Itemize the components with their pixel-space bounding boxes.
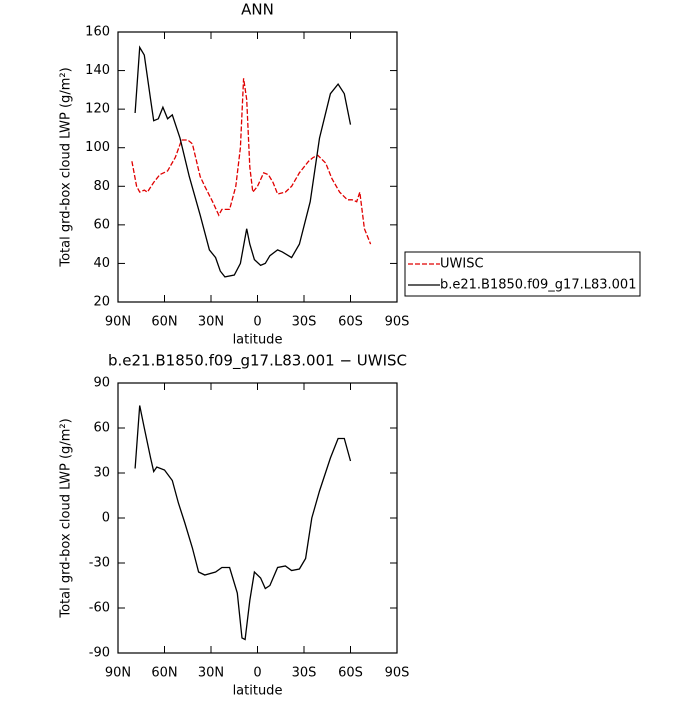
- y-tick-label: 100: [85, 140, 110, 155]
- x-tick-label: 60N: [151, 315, 177, 330]
- y-tick-label: 80: [93, 179, 110, 194]
- x-tick-label: 60N: [151, 666, 177, 681]
- data-line: [131, 78, 372, 245]
- legend-label: b.e21.B1850.f09_g17.L83.001: [440, 278, 636, 293]
- x-tick-label: 0: [253, 666, 261, 681]
- x-tick-label: 30N: [198, 315, 224, 330]
- x-tick-label: 60S: [338, 666, 363, 681]
- chart-title: b.e21.B1850.f09_g17.L83.001 − UWISC: [108, 352, 407, 371]
- x-tick-label: 30N: [198, 666, 224, 681]
- x-tick-label: 60S: [338, 315, 363, 330]
- x-tick-label: 30S: [292, 666, 317, 681]
- y-tick-label: 40: [93, 256, 110, 271]
- y-tick-label: 120: [85, 102, 110, 117]
- data-line: [134, 45, 352, 278]
- y-tick-label: 0: [102, 511, 110, 526]
- y-tick-label: -60: [89, 601, 110, 616]
- y-tick-label: 20: [93, 295, 110, 310]
- y-tick-label: 60: [93, 217, 110, 232]
- x-tick-label: 90S: [385, 666, 410, 681]
- x-tick-label: 0: [253, 315, 261, 330]
- data-line: [134, 405, 352, 641]
- y-tick-label: 60: [93, 421, 110, 436]
- x-tick-label: 30S: [292, 315, 317, 330]
- x-axis-label: latitude: [233, 333, 283, 348]
- chart-title: ANN: [241, 1, 274, 19]
- plot-frame: [117, 382, 398, 654]
- y-tick-label: 90: [93, 376, 110, 391]
- y-axis-label: Total grd-box cloud LWP (g/m²): [59, 67, 74, 267]
- x-tick-label: 90S: [385, 315, 410, 330]
- y-tick-label: 140: [85, 63, 110, 78]
- x-tick-label: 90N: [105, 315, 131, 330]
- y-tick-label: 160: [85, 25, 110, 40]
- legend-box: [404, 251, 641, 297]
- x-tick-label: 90N: [105, 666, 131, 681]
- y-tick-label: -30: [89, 556, 110, 571]
- x-axis-label: latitude: [233, 684, 283, 699]
- legend-label: UWISC: [440, 257, 484, 272]
- y-axis-label: Total grd-box cloud LWP (g/m²): [59, 418, 74, 618]
- y-tick-label: 30: [93, 466, 110, 481]
- plot-frame: [117, 31, 398, 303]
- y-tick-label: -90: [89, 646, 110, 661]
